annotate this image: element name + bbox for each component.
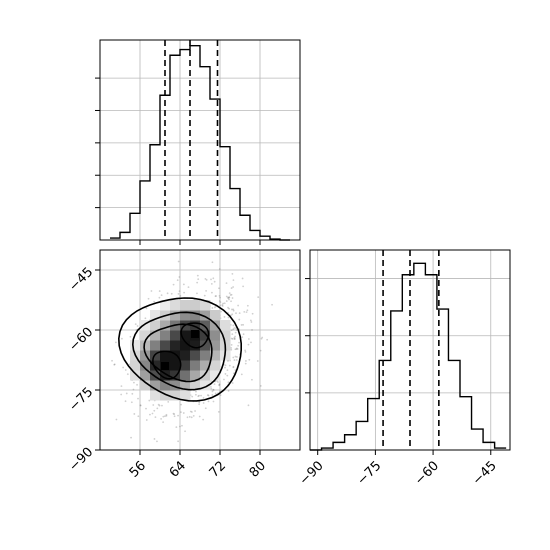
- panel-histogram-y: −90 −75 −60 −45: [297, 249, 511, 488]
- panel-density-2d: 56 64 72 80 −90 −75 −60 −45: [66, 249, 301, 481]
- hy-histogram-step: [310, 262, 507, 451]
- panel-histogram-x: [95, 39, 301, 245]
- density-frame: [99, 249, 301, 451]
- density-ytick-label-2: −60: [66, 325, 96, 355]
- density-ytick-label-3: −45: [66, 265, 96, 295]
- contour-level-1: [117, 297, 242, 402]
- hx-histogram-step: [110, 45, 290, 241]
- contour-level-2: [131, 311, 227, 391]
- hy-frame: [309, 249, 511, 451]
- contour-level-4b: [180, 322, 210, 349]
- density-xtick-label-0: 56: [127, 458, 149, 480]
- hy-xtick-label-1: −75: [354, 458, 384, 488]
- hx-frame: [99, 39, 301, 241]
- density-peak-1: [191, 330, 199, 338]
- density-peak-0: [161, 362, 169, 370]
- density-xtick-label-2: 72: [207, 458, 229, 480]
- density-ytick-label-0: −90: [66, 445, 96, 475]
- hy-xtick-label-2: −60: [412, 458, 442, 488]
- contour-level-4a: [152, 350, 182, 380]
- density-xtick-label-3: 80: [247, 458, 269, 480]
- hy-xtick-label-3: −45: [470, 458, 500, 488]
- hy-xtick-label-0: −90: [297, 458, 327, 488]
- density-contours: [117, 297, 242, 402]
- density-ytick-label-1: −75: [66, 385, 96, 415]
- density-inner: [100, 250, 300, 450]
- density-xtick-label-1: 64: [167, 458, 189, 480]
